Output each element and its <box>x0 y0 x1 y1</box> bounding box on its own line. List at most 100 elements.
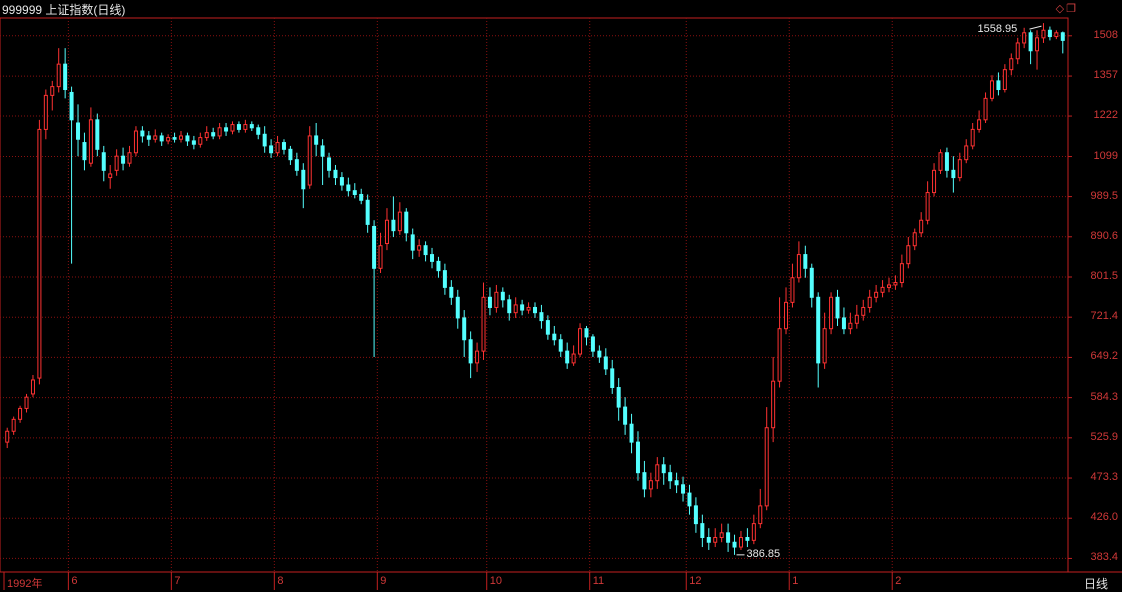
candle-body <box>487 296 492 308</box>
x-tick-label: 8 <box>277 575 284 587</box>
candle-body <box>256 127 261 135</box>
y-tick-label: 1508 <box>1093 28 1118 41</box>
candle-body <box>1060 32 1065 41</box>
candle-body <box>288 148 293 161</box>
candle-body <box>153 135 158 140</box>
candle-body <box>706 537 711 543</box>
candle-body <box>101 152 106 171</box>
candle-body <box>88 119 93 164</box>
candle-body <box>539 312 544 322</box>
candle-body <box>462 317 467 341</box>
candle-body <box>771 380 776 429</box>
candle-body <box>307 135 312 186</box>
candle-body <box>841 317 846 330</box>
x-tick-label: 6 <box>71 575 78 587</box>
candle-body <box>301 169 306 190</box>
candle-body <box>597 350 602 358</box>
candle-body <box>372 225 377 269</box>
candle-body <box>423 245 428 256</box>
candle-body <box>693 505 698 525</box>
candle-body <box>932 169 937 194</box>
candle-body <box>378 245 383 269</box>
candle-body <box>578 328 583 355</box>
candle-body <box>1035 37 1040 52</box>
candle-body <box>166 137 171 142</box>
candle-body <box>610 368 615 389</box>
candle-body <box>1015 42 1020 60</box>
y-tick-label: 989.5 <box>1090 189 1118 202</box>
candle-body <box>719 532 724 539</box>
candle-body <box>314 135 319 145</box>
y-tick-label: 1099 <box>1093 149 1118 162</box>
candle-body <box>1047 29 1052 38</box>
candle-body <box>571 353 576 364</box>
diamond-icon[interactable]: ◇ <box>1055 3 1065 15</box>
y-tick-label: 584.3 <box>1090 390 1118 403</box>
candle-body <box>327 157 332 171</box>
candle-body <box>397 211 402 232</box>
candle-body <box>172 137 177 140</box>
candle-body <box>1041 29 1046 39</box>
candle-body <box>281 142 286 150</box>
candle-body <box>925 192 930 221</box>
y-tick-label: 426.0 <box>1090 511 1118 524</box>
candle-body <box>732 541 737 548</box>
candle-body <box>919 219 924 234</box>
candle-body <box>50 86 55 96</box>
candle-body <box>764 427 769 507</box>
candle-body <box>906 245 911 265</box>
candle-body <box>76 122 81 140</box>
candle-body <box>668 472 673 482</box>
candle-body <box>69 91 74 121</box>
x-tick-label: 11 <box>592 575 605 587</box>
candle-body <box>751 523 756 541</box>
candle-body <box>1028 32 1033 52</box>
candle-body <box>803 254 808 269</box>
candle-body <box>1054 32 1059 38</box>
candle-body <box>217 127 222 137</box>
candle-body <box>983 97 988 121</box>
candle-body <box>320 145 325 157</box>
candle-body <box>82 142 87 161</box>
candle-body <box>822 328 827 364</box>
plot-frame <box>0 17 1069 573</box>
candle-body <box>938 152 943 171</box>
restore-window-icon[interactable]: ❐ <box>1066 3 1076 15</box>
candle-body <box>339 177 344 186</box>
candle-body <box>552 333 557 341</box>
candle-body <box>121 155 126 164</box>
candle-body <box>520 304 525 311</box>
candle-body <box>912 232 917 247</box>
candle-body <box>494 291 499 308</box>
candle-body <box>410 234 415 251</box>
candle-body <box>977 119 982 130</box>
candle-body <box>887 284 891 288</box>
candle-body <box>655 464 660 482</box>
candle-body <box>243 124 248 130</box>
candle-body <box>635 441 640 474</box>
candle-body <box>417 245 422 251</box>
candle-body <box>590 336 595 352</box>
y-tick-label: 525.9 <box>1090 430 1118 443</box>
x-tick-label: 12 <box>689 575 702 587</box>
candle-body <box>475 350 480 364</box>
candle-body <box>687 492 692 507</box>
candle-body <box>880 286 885 293</box>
candle-body <box>726 532 731 543</box>
period-label[interactable]: 日线 <box>1083 577 1108 591</box>
candle-body <box>835 296 840 319</box>
candle-body <box>681 484 686 494</box>
candle-body <box>249 124 254 129</box>
candle-body <box>236 124 241 130</box>
candle-body <box>861 306 866 316</box>
candle-body <box>854 314 859 324</box>
candle-body <box>507 299 512 314</box>
candle-body <box>989 80 994 99</box>
chart-title: 999999 上证指数(日线) <box>2 3 126 17</box>
candle-body <box>867 296 872 308</box>
candle-body <box>1022 32 1027 44</box>
candle-body <box>558 339 563 352</box>
candle-body <box>1009 58 1014 71</box>
candle-body <box>262 133 267 147</box>
candle-body <box>565 350 570 364</box>
